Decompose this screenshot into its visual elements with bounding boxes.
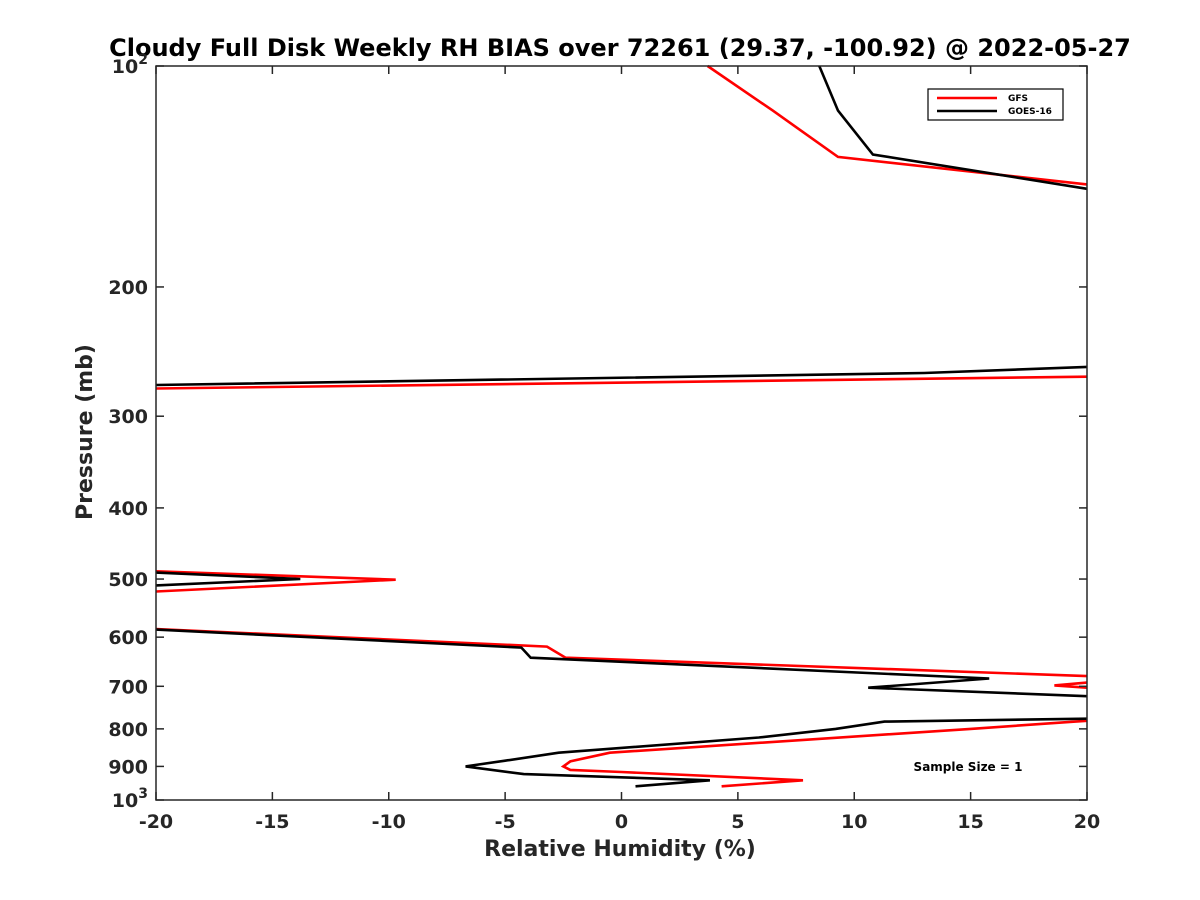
x-tick-label: -10 xyxy=(372,811,406,833)
legend: GFS GOES-16 xyxy=(927,88,1064,121)
x-tick-label: 5 xyxy=(731,811,744,833)
y-tick-exponent: 2 xyxy=(138,52,148,68)
series-line-goes-16-2 xyxy=(155,365,1088,387)
x-tick-label: 15 xyxy=(957,811,983,833)
y-tick-label: 200 xyxy=(108,277,148,299)
series-line-goes-16-5 xyxy=(465,717,1088,788)
sample-size-annotation: Sample Size = 1 xyxy=(914,760,1023,774)
x-tick-label: -5 xyxy=(495,811,516,833)
chart-title: Cloudy Full Disk Weekly RH BIAS over 722… xyxy=(109,34,1131,62)
series-line-gfs-4 xyxy=(155,627,1088,678)
y-tick-label: 900 xyxy=(108,756,148,778)
series-line-gfs-3 xyxy=(155,570,396,593)
x-tick-label: 20 xyxy=(1074,811,1100,833)
y-tick-exponent: 3 xyxy=(138,786,148,802)
series-line-gfs-5 xyxy=(1054,681,1088,689)
y-tick-label: 102 xyxy=(112,52,148,78)
legend-label: GFS xyxy=(1008,94,1028,104)
x-axis-label: Relative Humidity (%) xyxy=(484,837,756,862)
y-tick-label: 500 xyxy=(108,569,148,591)
y-tick-label: 800 xyxy=(108,719,148,741)
plot-lines xyxy=(155,64,1088,788)
series-line-gfs-1 xyxy=(706,64,1088,186)
x-tick-label: -15 xyxy=(255,811,289,833)
y-tick-base: 10 xyxy=(112,790,138,812)
legend-label: GOES-16 xyxy=(1008,107,1052,117)
series-line-gfs-2 xyxy=(155,375,1088,390)
series-line-goes-16-4 xyxy=(155,628,1088,698)
y-tick-label: 700 xyxy=(108,676,148,698)
y-tick-label: 400 xyxy=(108,498,148,520)
series-line-gfs-6 xyxy=(560,719,1088,788)
series-line-goes-16-1 xyxy=(818,65,1088,191)
series-line-goes-16-3 xyxy=(155,571,301,587)
y-tick-label: 600 xyxy=(108,627,148,649)
y-tick-label: 103 xyxy=(112,786,148,812)
y-tick-label: 300 xyxy=(108,406,148,428)
y-axis-label: Pressure (mb) xyxy=(73,344,98,520)
y-tick-base: 10 xyxy=(112,56,138,78)
x-tick-label: 0 xyxy=(615,811,628,833)
x-tick-label: -20 xyxy=(139,811,173,833)
legend-box xyxy=(927,88,1064,121)
x-axis-ticks: -20 -15 -10 -5 0 5 10 15 20 xyxy=(139,66,1100,833)
x-tick-label: 10 xyxy=(841,811,867,833)
